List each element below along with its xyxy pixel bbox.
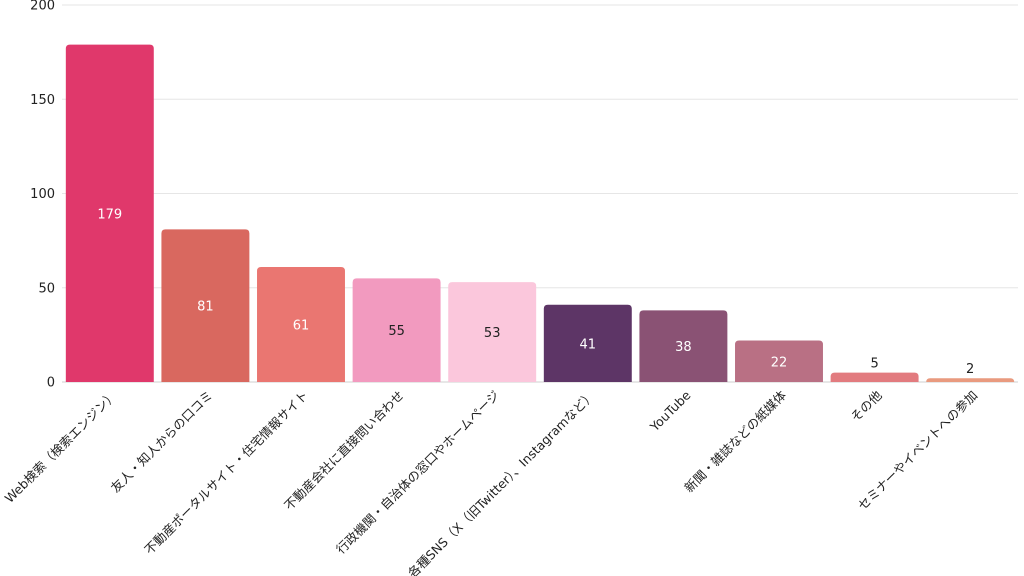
bar-value-label: 53 <box>484 326 501 341</box>
bar-value-label: 55 <box>388 324 405 339</box>
bar <box>926 378 1015 382</box>
bar <box>448 282 537 382</box>
y-tick-label: 0 <box>47 376 55 391</box>
x-category-label: 不動産ポータルサイト・住宅情報サイト <box>141 388 311 558</box>
x-category-label: 新聞・雑誌などの紙媒体 <box>681 387 789 495</box>
bar <box>735 340 823 382</box>
bar-value-label: 179 <box>97 207 122 222</box>
y-tick-label: 50 <box>38 281 55 296</box>
bar-value-label: 2 <box>966 362 974 377</box>
x-category-label: Web検索（検索エンジン） <box>2 388 120 506</box>
y-tick-label: 150 <box>30 93 55 108</box>
bar-value-label: 41 <box>580 337 597 352</box>
bar-value-label: 38 <box>675 340 692 355</box>
x-category-label: 行政機関・自治体の窓口やホームページ <box>333 388 502 557</box>
value-labels: 179 81 61 55 53 41 38 22 5 2 <box>97 207 974 377</box>
y-tick-label: 100 <box>30 187 55 202</box>
bar-value-label: 61 <box>293 319 310 334</box>
y-axis-ticks: 0 50 100 150 200 <box>30 0 55 391</box>
x-category-label: YouTube <box>646 387 693 434</box>
bar <box>543 304 632 382</box>
x-category-label: 友人・知人からの口コミ <box>108 388 216 496</box>
bar-value-label: 22 <box>771 355 788 370</box>
bar <box>830 372 919 382</box>
bar <box>161 229 250 382</box>
x-category-label: 各種SNS（X（旧Twitter）、Instagramなど） <box>405 388 598 576</box>
bar <box>65 44 154 383</box>
y-tick-label: 200 <box>30 0 55 14</box>
bar <box>352 278 441 382</box>
x-category-label: その他 <box>848 387 885 424</box>
x-axis-labels: Web検索（検索エンジン）友人・知人からの口コミ不動産ポータルサイト・住宅情報サ… <box>2 387 981 576</box>
bar-value-label: 5 <box>870 357 878 372</box>
bar <box>257 267 345 382</box>
bar-value-label: 81 <box>197 300 214 315</box>
bars <box>65 44 1015 383</box>
bar <box>639 310 728 382</box>
